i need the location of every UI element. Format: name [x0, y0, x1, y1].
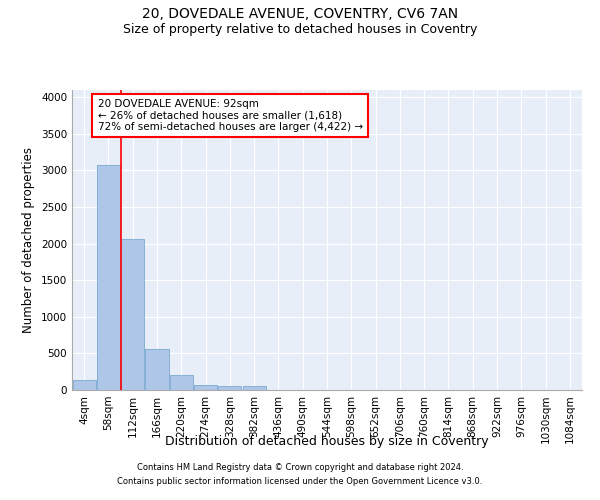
Text: Contains public sector information licensed under the Open Government Licence v3: Contains public sector information licen…: [118, 477, 482, 486]
Text: Size of property relative to detached houses in Coventry: Size of property relative to detached ho…: [123, 22, 477, 36]
Bar: [242, 386, 266, 390]
Bar: [218, 386, 241, 390]
Text: Contains HM Land Registry data © Crown copyright and database right 2024.: Contains HM Land Registry data © Crown c…: [137, 464, 463, 472]
Bar: [97, 166, 120, 390]
Bar: [121, 238, 144, 390]
Bar: [73, 380, 95, 390]
Bar: [170, 375, 193, 390]
Bar: [145, 349, 169, 390]
Text: 20 DOVEDALE AVENUE: 92sqm
← 26% of detached houses are smaller (1,618)
72% of se: 20 DOVEDALE AVENUE: 92sqm ← 26% of detac…: [97, 99, 362, 132]
Text: 20, DOVEDALE AVENUE, COVENTRY, CV6 7AN: 20, DOVEDALE AVENUE, COVENTRY, CV6 7AN: [142, 8, 458, 22]
Y-axis label: Number of detached properties: Number of detached properties: [22, 147, 35, 333]
Text: Distribution of detached houses by size in Coventry: Distribution of detached houses by size …: [165, 435, 489, 448]
Bar: [194, 384, 217, 390]
